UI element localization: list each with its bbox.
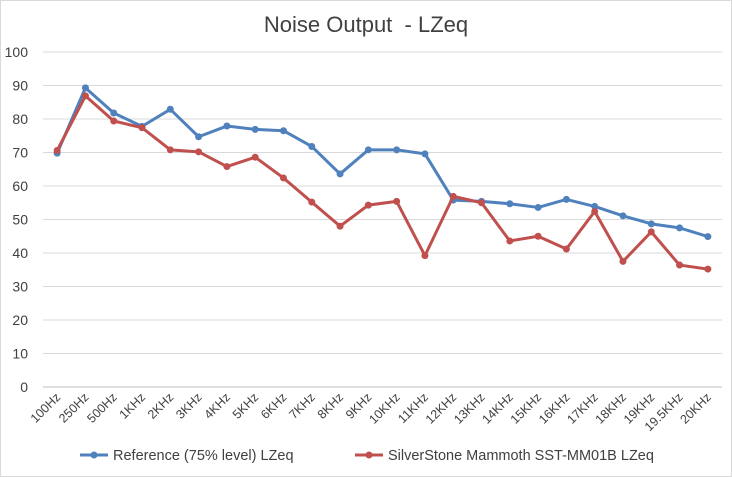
x-tick-label: 500Hz <box>84 390 119 425</box>
data-point <box>166 146 174 154</box>
data-point <box>393 146 401 154</box>
x-tick-label: 5KHz <box>230 390 262 422</box>
data-point <box>647 220 655 228</box>
legend-label-1: Reference (75% level) LZeq <box>113 448 294 464</box>
data-point <box>449 192 457 200</box>
legend-marker-2 <box>365 451 373 459</box>
data-point <box>251 153 259 161</box>
data-point <box>53 146 61 154</box>
data-point <box>364 201 372 209</box>
data-point <box>110 109 118 117</box>
x-tick-label: 250Hz <box>56 390 91 425</box>
x-tick-label: 8KHz <box>315 390 347 422</box>
data-point <box>704 265 712 273</box>
data-point <box>110 117 118 125</box>
y-tick-label: 0 <box>20 379 28 395</box>
data-point <box>478 199 486 207</box>
y-tick-label: 20 <box>12 312 28 328</box>
x-tick-label: 13KHz <box>451 390 487 426</box>
data-point <box>393 197 401 205</box>
data-point <box>506 237 514 245</box>
y-axis-ticks: 0 10 20 30 40 50 60 70 80 90 100 <box>5 44 29 395</box>
x-tick-label: 1KHz <box>117 390 149 422</box>
gridlines <box>43 51 722 388</box>
data-point <box>647 228 655 236</box>
data-point <box>166 105 174 113</box>
data-point <box>421 150 429 158</box>
legend-label-2: SilverStone Mammoth SST-MM01B LZeq <box>388 448 654 464</box>
data-point <box>704 233 712 241</box>
y-tick-label: 90 <box>12 78 28 94</box>
y-tick-label: 80 <box>12 111 28 127</box>
x-tick-label: 6KHz <box>258 390 290 422</box>
data-point <box>676 261 684 269</box>
x-tick-label: 2KHz <box>145 390 177 422</box>
data-point <box>195 148 203 156</box>
x-tick-label: 3KHz <box>173 390 205 422</box>
data-point <box>195 133 203 141</box>
data-point <box>534 203 542 211</box>
data-point <box>223 122 231 130</box>
x-tick-label: 14KHz <box>479 390 515 426</box>
data-point <box>562 245 570 253</box>
y-tick-label: 100 <box>5 44 29 60</box>
data-point <box>421 252 429 260</box>
data-point <box>251 125 259 133</box>
x-tick-label: 20KHz <box>678 390 714 426</box>
data-point <box>336 170 344 178</box>
series-line-2 <box>55 94 709 271</box>
data-point <box>591 202 599 210</box>
series-line-1 <box>55 86 709 239</box>
y-tick-label: 70 <box>12 145 28 161</box>
data-point <box>534 232 542 240</box>
data-point <box>279 174 287 182</box>
x-axis-ticks: 100Hz250Hz500Hz1KHz2KHz3KHz4KHz5KHz6KHz7… <box>28 390 714 434</box>
x-tick-label: 16KHz <box>536 390 572 426</box>
x-tick-label: 15KHz <box>508 390 544 426</box>
data-point <box>676 224 684 232</box>
y-tick-label: 60 <box>12 178 28 194</box>
x-tick-label: 18KHz <box>593 390 629 426</box>
data-point <box>364 146 372 154</box>
data-point <box>619 257 627 265</box>
data-point <box>138 124 146 132</box>
chart-title: Noise Output - LZeq <box>263 12 469 37</box>
data-point <box>336 222 344 230</box>
data-point <box>591 207 599 215</box>
x-tick-label: 4KHz <box>201 390 233 422</box>
x-tick-label: 17KHz <box>564 390 600 426</box>
x-tick-label: 10KHz <box>366 390 402 426</box>
y-tick-label: 40 <box>12 245 28 261</box>
data-point <box>619 212 627 220</box>
data-point <box>81 92 89 100</box>
data-point <box>223 163 231 171</box>
y-tick-label: 30 <box>12 279 28 295</box>
data-point <box>81 84 89 92</box>
series-lines <box>53 84 712 273</box>
data-point <box>308 142 316 150</box>
data-point <box>506 200 514 208</box>
x-tick-label: 100Hz <box>28 390 63 425</box>
data-point <box>279 127 287 135</box>
y-tick-label: 10 <box>12 346 28 362</box>
y-tick-label: 50 <box>12 212 28 228</box>
legend-marker-1 <box>90 451 98 459</box>
data-point <box>562 195 570 203</box>
data-point <box>308 198 316 206</box>
x-tick-label: 7KHz <box>286 390 318 422</box>
x-tick-label: 12KHz <box>423 390 459 426</box>
legend: Reference (75% level) LZeq SilverStone Ma… <box>80 448 654 464</box>
